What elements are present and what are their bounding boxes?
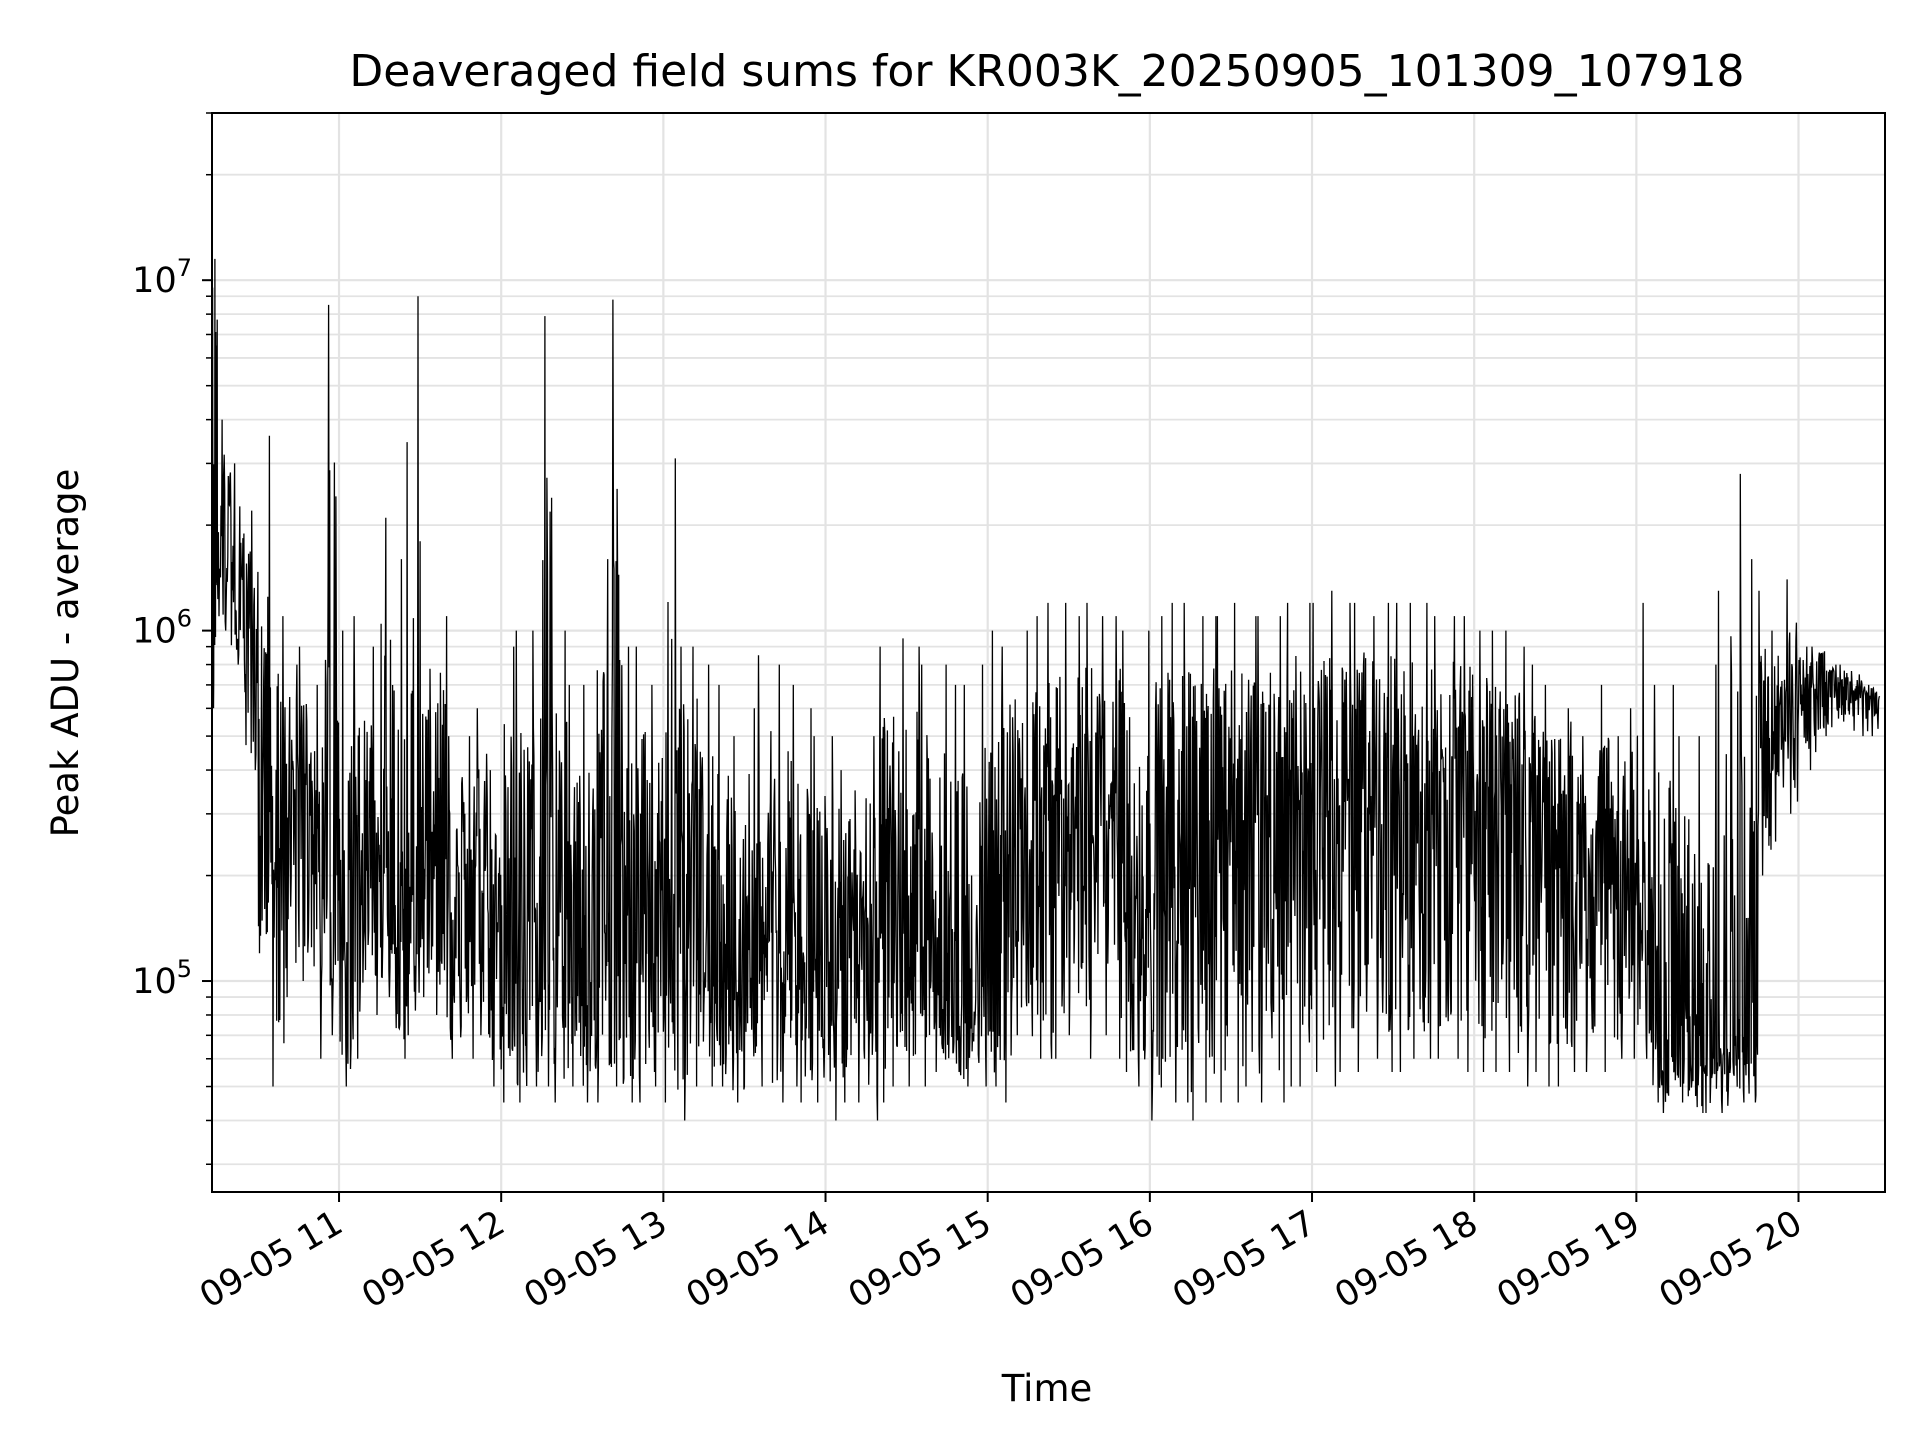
series-line — [211, 153, 1881, 1121]
x-axis-label: Time — [1001, 1367, 1093, 1410]
y-axis-label: Peak ADU - average — [44, 469, 87, 838]
plot-frame — [211, 112, 1886, 1193]
y-tick-label: 106 — [132, 605, 192, 652]
y-tick-label: 107 — [132, 254, 192, 301]
chart-title: Deaveraged field sums for KR003K_2025090… — [349, 46, 1744, 97]
data-series — [211, 153, 1881, 1121]
y-tick-label: 105 — [132, 955, 192, 1002]
